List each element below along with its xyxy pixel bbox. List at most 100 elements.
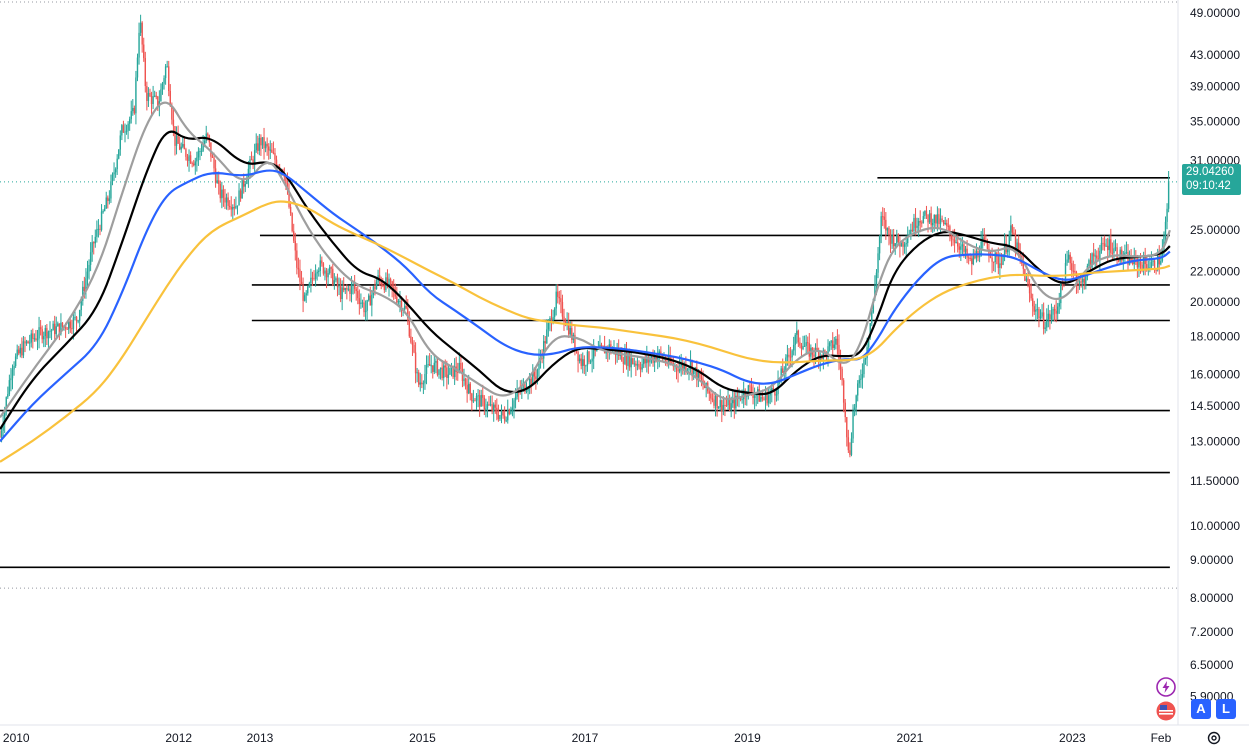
candle-body (782, 368, 784, 373)
candle-body (883, 216, 885, 220)
candle-body (627, 353, 629, 366)
candle-body (307, 286, 309, 294)
candle-body (505, 420, 507, 422)
candle-body (569, 328, 571, 335)
candle-body (447, 374, 450, 378)
log-scale-button[interactable]: L (1216, 699, 1236, 719)
candle-body (52, 323, 54, 331)
candle-body (344, 288, 346, 291)
x-tick-label: 2013 (247, 731, 274, 745)
x-tick-label: 2017 (572, 731, 599, 745)
candle-body (57, 323, 59, 327)
candle-body (716, 396, 718, 409)
candle-body (266, 143, 268, 147)
y-tick-label: 8.00000 (1190, 591, 1234, 605)
candle-body (1113, 248, 1115, 253)
candle-body (311, 277, 314, 279)
candle-body (43, 336, 45, 340)
candle-body (1078, 281, 1081, 284)
candle-body (967, 257, 970, 259)
candle-body (771, 388, 773, 393)
candle-body (891, 234, 893, 244)
candle-body (1152, 260, 1154, 263)
candle-body (767, 395, 770, 404)
candle-body (193, 163, 195, 166)
candle-body (910, 229, 912, 235)
us-flag-icon[interactable] (1156, 701, 1176, 721)
candle-body (1002, 255, 1004, 265)
candle-body (724, 404, 726, 406)
candle-body (500, 411, 503, 416)
candle-body (917, 220, 920, 226)
candle-body (874, 285, 876, 300)
candle-body (110, 181, 112, 199)
candle-body (799, 342, 801, 346)
candle-body (1014, 234, 1017, 250)
candle-body (1047, 313, 1050, 320)
candle-body (319, 260, 321, 271)
gear-icon[interactable] (1206, 730, 1222, 746)
candle-body (966, 248, 968, 258)
candle-body (350, 284, 353, 294)
candle-body (1042, 312, 1045, 329)
candle-body (1105, 245, 1107, 247)
candle-body (72, 317, 75, 329)
candle-body (994, 252, 996, 262)
candle-body (983, 237, 985, 241)
candle-body (199, 150, 201, 152)
candle-body (846, 417, 848, 438)
candle-body (902, 241, 904, 247)
candle-body (418, 372, 420, 385)
candle-body (1077, 283, 1079, 285)
candle-body (555, 291, 557, 309)
x-tick-label: 2012 (165, 731, 192, 745)
candle-body (382, 284, 384, 286)
candle-body (308, 283, 311, 287)
price-axis: 49.0000043.0000039.0000035.0000031.00000… (1190, 6, 1240, 703)
candle-body (341, 287, 343, 299)
candle-body (288, 190, 290, 208)
candle-body (582, 359, 584, 366)
candle-body (364, 310, 367, 313)
horizontal-levels (0, 177, 1170, 569)
candle-body (1067, 254, 1070, 260)
candle-body (794, 334, 796, 346)
candle-body (1053, 309, 1056, 311)
candle-body (375, 282, 378, 290)
candle-body (75, 316, 78, 322)
candle-body (475, 396, 478, 401)
candle-body (775, 394, 778, 396)
candle-body (186, 156, 189, 161)
candle-body (174, 126, 176, 146)
candle-body (1166, 208, 1168, 222)
candle-body (269, 149, 271, 151)
candle-body (1032, 298, 1034, 307)
auto-scale-button[interactable]: A (1191, 699, 1211, 719)
candle-body (949, 226, 951, 233)
candle-body (1074, 270, 1076, 273)
candle-body (203, 140, 206, 145)
candle-body (508, 410, 511, 414)
candle-body (621, 351, 623, 362)
candle-body (680, 362, 682, 367)
candle-body (549, 318, 551, 324)
candle-body (393, 287, 395, 290)
candle-body (325, 270, 328, 278)
candle-body (1094, 255, 1096, 257)
candle-body (622, 361, 625, 364)
candle-body (521, 386, 523, 391)
candle-body (1133, 255, 1135, 265)
candle-body (14, 356, 17, 366)
candle-body (1149, 267, 1151, 269)
lightning-icon[interactable] (1156, 677, 1176, 697)
candle-body (1117, 258, 1120, 262)
candle-body (218, 180, 220, 184)
candle-body (391, 281, 393, 288)
candle-body (752, 392, 754, 398)
candle-body (535, 376, 537, 380)
candle-body (272, 152, 275, 154)
candle-body (222, 189, 225, 198)
candle-body (761, 397, 764, 399)
candle-body (489, 404, 492, 406)
